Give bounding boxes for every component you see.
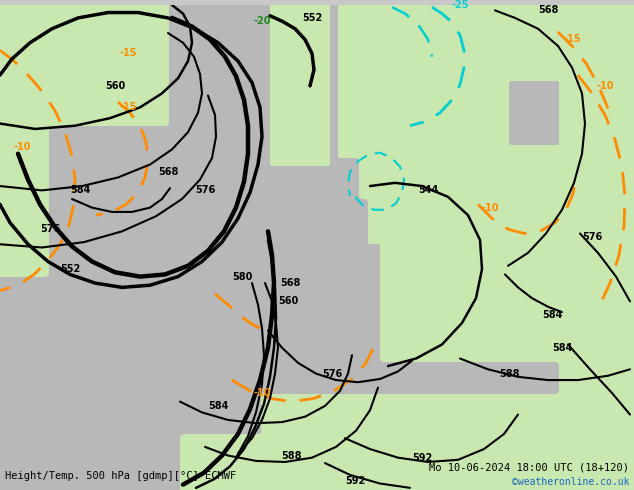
- Text: 576: 576: [40, 224, 60, 234]
- Text: 560: 560: [105, 81, 125, 91]
- Text: -10: -10: [253, 388, 271, 398]
- Text: -20: -20: [253, 16, 271, 26]
- Text: 552: 552: [302, 13, 322, 23]
- Text: 568: 568: [280, 278, 300, 288]
- Text: 576: 576: [582, 232, 602, 242]
- Text: 592: 592: [412, 453, 432, 463]
- Text: 580: 580: [232, 271, 252, 282]
- Text: 584: 584: [70, 185, 90, 196]
- Text: 576: 576: [195, 185, 215, 196]
- Text: -15: -15: [119, 49, 137, 58]
- Text: 568: 568: [538, 5, 558, 15]
- Text: 588: 588: [500, 368, 521, 379]
- Text: -10: -10: [596, 81, 614, 91]
- Text: 568: 568: [158, 167, 178, 177]
- Text: 584: 584: [552, 343, 573, 353]
- Text: -25: -25: [451, 0, 469, 10]
- Text: 560: 560: [278, 296, 298, 306]
- Text: 588: 588: [281, 450, 302, 461]
- Text: Height/Temp. 500 hPa [gdmp][°C] ECMWF: Height/Temp. 500 hPa [gdmp][°C] ECMWF: [5, 471, 236, 481]
- Text: ©weatheronline.co.uk: ©weatheronline.co.uk: [512, 477, 629, 487]
- Text: 576: 576: [322, 368, 342, 379]
- Text: Mo 10-06-2024 18:00 UTC (18+120): Mo 10-06-2024 18:00 UTC (18+120): [429, 463, 629, 473]
- Text: -10: -10: [481, 203, 499, 213]
- Text: 544: 544: [418, 185, 438, 196]
- Text: 552: 552: [60, 264, 80, 274]
- Text: 592: 592: [345, 476, 365, 487]
- Text: -15: -15: [563, 34, 581, 45]
- Text: -10: -10: [13, 142, 31, 152]
- Text: 584: 584: [542, 310, 562, 320]
- Text: -15: -15: [119, 102, 137, 112]
- Text: 584: 584: [208, 401, 228, 411]
